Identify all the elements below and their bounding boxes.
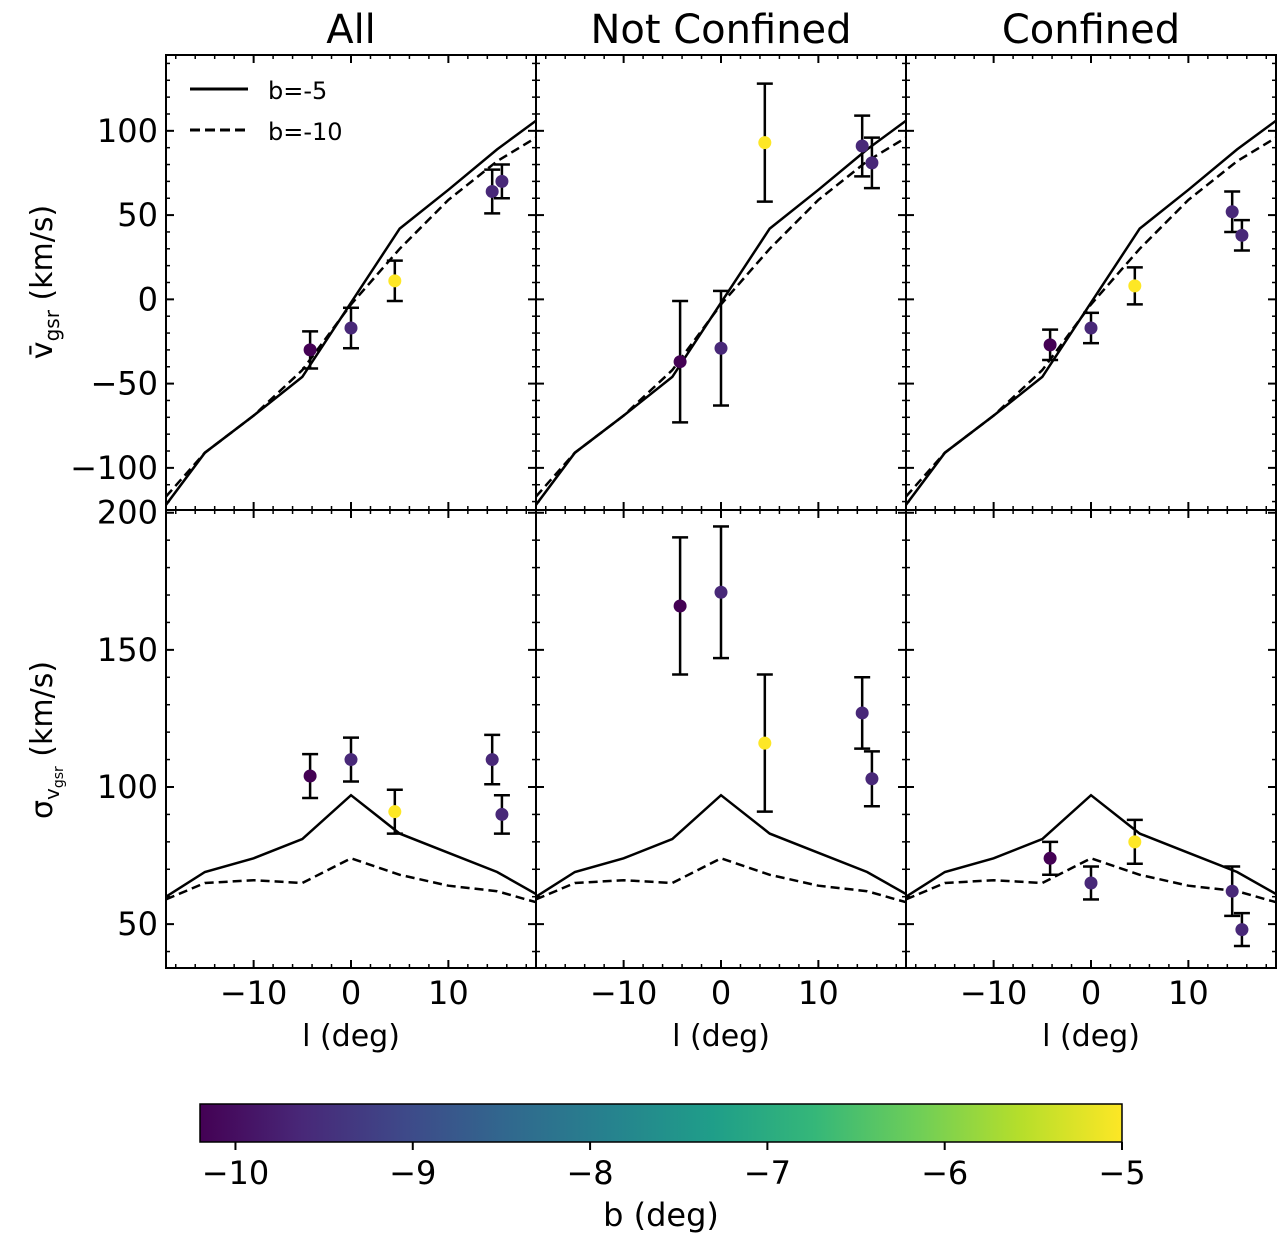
data-point	[1225, 884, 1239, 898]
panel-frame	[905, 54, 1277, 511]
data-point	[1235, 228, 1249, 242]
data-point	[485, 753, 499, 767]
x-tick-label: 10	[798, 974, 839, 1012]
model-lines	[166, 793, 536, 904]
data-point	[1084, 876, 1098, 890]
y-tick-label: 100	[97, 768, 158, 806]
model-lines	[906, 793, 1276, 904]
data-point	[495, 174, 509, 188]
colorbar: −10 −9 −8 −7 −6 −5 b (deg)	[199, 1103, 1146, 1234]
colorbar-tick-label: −6	[921, 1154, 968, 1192]
data-point	[1225, 205, 1239, 219]
panel-title-all: All	[326, 7, 376, 53]
panel-0: −100 −50 0 50 100	[70, 54, 537, 511]
panel-1	[535, 54, 907, 511]
x-axis-label-not-confined: l (deg)	[672, 1019, 770, 1054]
panel-3: 50 100 150 200 −10 0 10	[97, 494, 537, 1012]
model-lines	[536, 793, 906, 904]
y-tick-label: 150	[97, 631, 158, 669]
colorbar-tick-label: −5	[1098, 1154, 1145, 1192]
panel-title-confined: Confined	[1002, 7, 1180, 53]
data-point	[855, 706, 869, 720]
y-tick-label: 50	[117, 196, 158, 234]
y-tick-label: 50	[117, 905, 158, 943]
legend-label-b5: b=-5	[268, 77, 327, 105]
data-point	[344, 321, 358, 335]
panel-title-not-confined: Not Confined	[590, 7, 851, 53]
colorbar-tick-label: −7	[744, 1154, 791, 1192]
data-point	[344, 753, 358, 767]
model-line-b10	[166, 136, 536, 498]
data-point	[1084, 321, 1098, 335]
panel-frame	[905, 509, 1277, 969]
y-tick-label: 200	[97, 494, 158, 532]
data-point	[673, 599, 687, 613]
panel-2	[905, 54, 1277, 511]
data-point	[1043, 851, 1057, 865]
model-line-b5	[906, 793, 1276, 898]
data-point	[1128, 279, 1142, 293]
model-line-b10	[906, 136, 1276, 498]
y-tick-label: −100	[70, 449, 158, 487]
y-tick-label: 0	[138, 280, 158, 318]
data-point	[855, 139, 869, 153]
x-axis-label-all: l (deg)	[302, 1019, 400, 1054]
panel-4: −10 0 10	[535, 509, 907, 1012]
legend-label-b10: b=-10	[268, 118, 343, 146]
panel-frame	[165, 54, 537, 511]
legend: b=-5 b=-10	[190, 77, 343, 146]
model-line-b5	[536, 793, 906, 898]
colorbar-tick-label: −10	[202, 1154, 270, 1192]
x-tick-label: 10	[428, 974, 469, 1012]
data-point	[714, 341, 728, 355]
data-point	[758, 736, 772, 750]
data-point	[388, 274, 402, 288]
model-line-b10	[536, 856, 906, 904]
data-point	[1043, 338, 1057, 352]
x-tick-label: −10	[220, 974, 288, 1012]
data-point	[388, 805, 402, 819]
model-line-b10	[166, 856, 536, 904]
x-tick-label: 10	[1168, 974, 1209, 1012]
data-point	[865, 156, 879, 170]
data-point	[714, 585, 728, 599]
x-tick-label: 0	[341, 974, 361, 1012]
panel-5: −10 0 10	[905, 509, 1277, 1012]
data-point	[1235, 923, 1249, 937]
colorbar-label: b (deg)	[603, 1196, 719, 1234]
data-point	[303, 769, 317, 783]
x-tick-label: 0	[711, 974, 731, 1012]
data-point	[673, 355, 687, 369]
x-tick-label: 0	[1081, 974, 1101, 1012]
model-line-b5	[166, 793, 536, 898]
x-tick-label: −10	[590, 974, 658, 1012]
data-point	[495, 807, 509, 821]
model-lines	[166, 119, 536, 506]
data-point	[1128, 835, 1142, 849]
colorbar-tick-label: −8	[566, 1154, 613, 1192]
top-y-axis-label: v̄gsr (km/s)	[25, 205, 64, 359]
colorbar-gradient	[199, 1103, 1123, 1143]
bottom-y-axis-label: σvgsr (km/s)	[25, 661, 67, 819]
model-line-b10	[906, 856, 1276, 904]
model-lines	[906, 119, 1276, 506]
colorbar-tick-label: −9	[389, 1154, 436, 1192]
y-tick-label: −50	[90, 365, 158, 403]
data-point	[758, 136, 772, 150]
panel-frame	[535, 54, 907, 511]
data-point	[303, 343, 317, 357]
x-tick-label: −10	[960, 974, 1028, 1012]
data-point	[485, 185, 499, 198]
colorbar-ticks: −10 −9 −8 −7 −6 −5	[202, 1142, 1146, 1192]
x-axis-label-confined: l (deg)	[1042, 1019, 1140, 1054]
y-tick-label: 100	[97, 112, 158, 150]
data-point	[865, 772, 879, 786]
